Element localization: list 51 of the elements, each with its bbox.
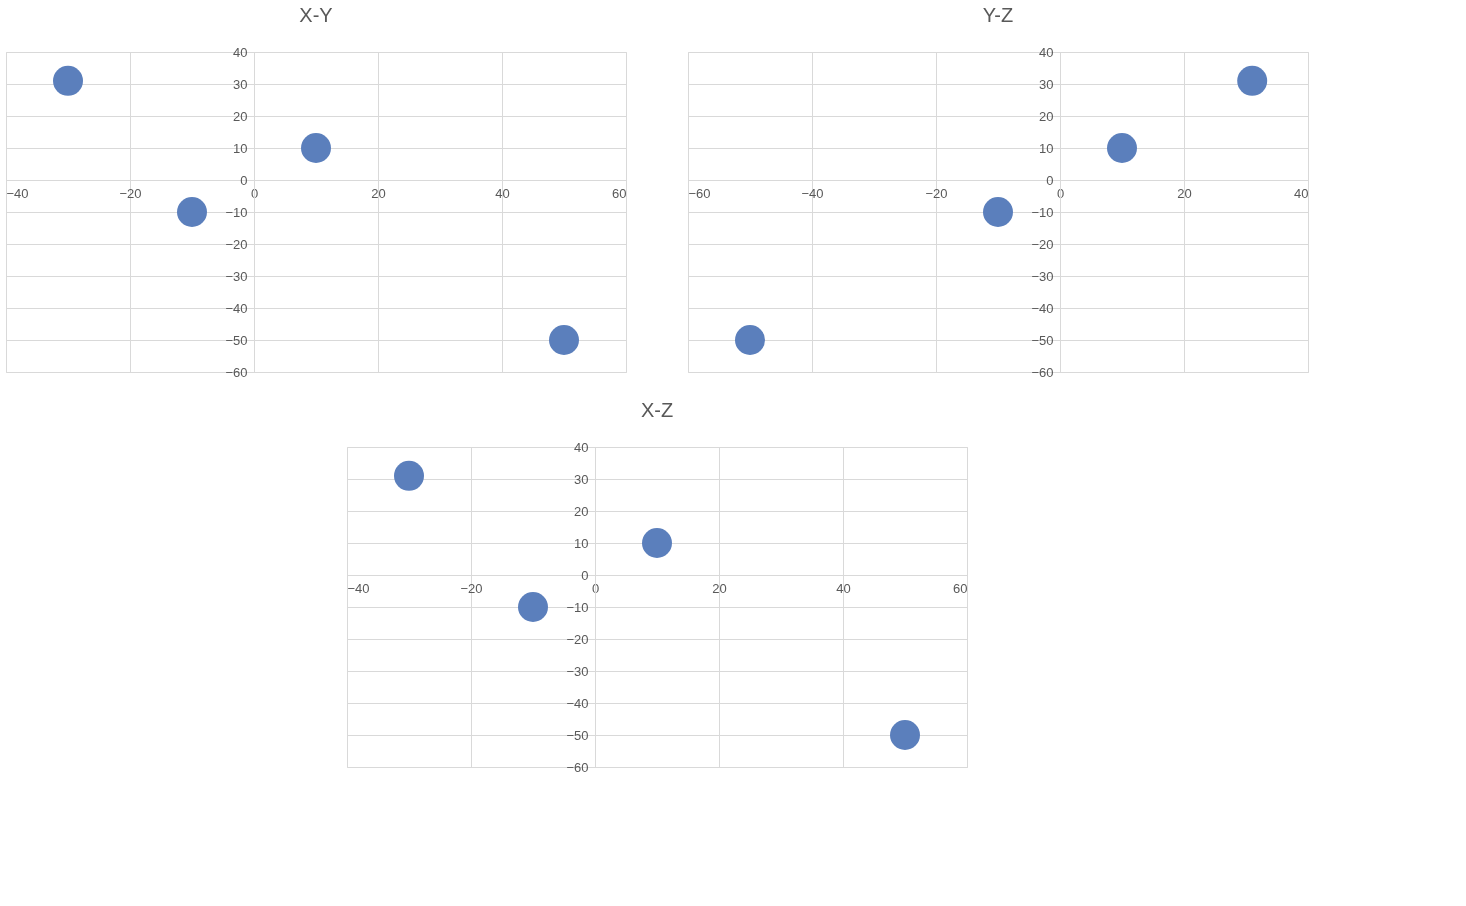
y-tick-label: −50: [1031, 332, 1054, 348]
y-tick-label: −30: [566, 663, 589, 679]
y-tick-label: −40: [225, 300, 248, 316]
chart-title: Y-Z: [982, 4, 1014, 26]
y-tick-label: 10: [1039, 140, 1054, 156]
x-tick-label: −20: [925, 185, 948, 201]
x-tick-label: 60: [612, 185, 627, 201]
y-tick-label: −10: [1031, 204, 1054, 220]
x-tick-label: 20: [371, 185, 386, 201]
x-tick-label: 40: [495, 185, 510, 201]
chart-title: X-Y: [299, 4, 333, 26]
x-tick-label: 40: [836, 580, 851, 596]
x-tick-label: 60: [953, 580, 968, 596]
y-tick-label: 0: [1046, 172, 1054, 188]
y-tick-label: −40: [1031, 300, 1054, 316]
x-tick-label: 20: [712, 580, 727, 596]
y-tick-label: 40: [574, 439, 589, 455]
x-tick-label: −60: [688, 185, 711, 201]
y-tick-label: −30: [1031, 268, 1054, 284]
x-tick-label: −40: [347, 580, 370, 596]
x-tick-label: −20: [460, 580, 483, 596]
y-tick-label: 10: [574, 535, 589, 551]
x-tick-label: −20: [119, 185, 142, 201]
y-tick-label: 30: [1039, 76, 1054, 92]
y-tick-label: −30: [225, 268, 248, 284]
y-tick-label: 30: [233, 76, 248, 92]
y-tick-label: 40: [1039, 44, 1054, 60]
y-tick-label: −60: [225, 364, 248, 380]
y-tick-label: 30: [574, 471, 589, 487]
y-tick-label: −10: [225, 204, 248, 220]
y-tick-label: −50: [225, 332, 248, 348]
y-tick-label: 0: [581, 567, 589, 583]
y-tick-label: −60: [566, 759, 589, 775]
x-tick-label: 40: [1294, 185, 1309, 201]
y-tick-label: 10: [233, 140, 248, 156]
y-tick-label: −10: [566, 599, 589, 615]
x-tick-label: −40: [6, 185, 29, 201]
y-tick-label: −20: [1031, 236, 1054, 252]
y-tick-label: −60: [1031, 364, 1054, 380]
y-tick-label: 40: [233, 44, 248, 60]
y-tick-label: −50: [566, 727, 589, 743]
y-tick-label: 0: [240, 172, 248, 188]
chart-title: X-Z: [640, 399, 674, 421]
y-tick-label: 20: [1039, 108, 1054, 124]
y-tick-label: 20: [574, 503, 589, 519]
y-tick-label: −40: [566, 695, 589, 711]
y-tick-label: 20: [233, 108, 248, 124]
x-tick-label: 20: [1177, 185, 1192, 201]
y-tick-label: −20: [566, 631, 589, 647]
y-tick-label: −20: [225, 236, 248, 252]
x-tick-label: −40: [801, 185, 824, 201]
